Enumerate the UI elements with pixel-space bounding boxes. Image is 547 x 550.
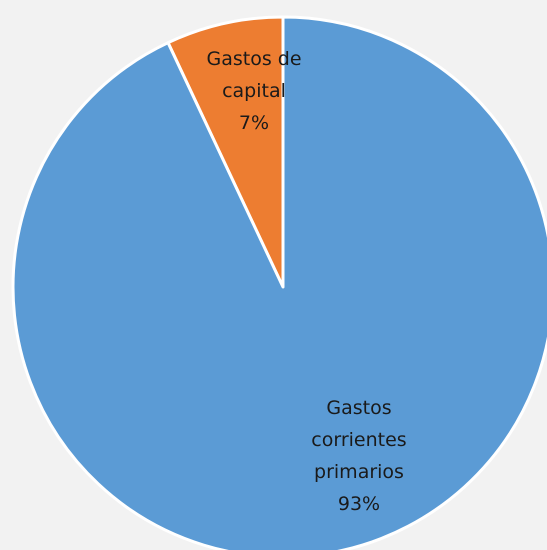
pie-slice-1 [166, 15, 285, 289]
pie-slice-2 [11, 15, 547, 550]
pie-slice-label-2: Gastos corrientes primarios 93% [311, 397, 406, 515]
pie-slice-label-1: Gastos de capital 7% [206, 48, 301, 134]
slice-name-line: primarios [314, 461, 404, 483]
slice-percent-label: 7% [239, 112, 269, 134]
slice-name-line: Gastos [326, 397, 391, 419]
slice-name-line: capital [222, 80, 286, 102]
slice-name-line: Gastos de [206, 48, 301, 70]
pie-slices [11, 15, 547, 550]
slice-percent-label: 93% [338, 493, 380, 515]
pie-labels: Gastos de capital 7% Gastos corrientes primar… [206, 48, 406, 515]
slice-name-line: corrientes [311, 429, 406, 451]
